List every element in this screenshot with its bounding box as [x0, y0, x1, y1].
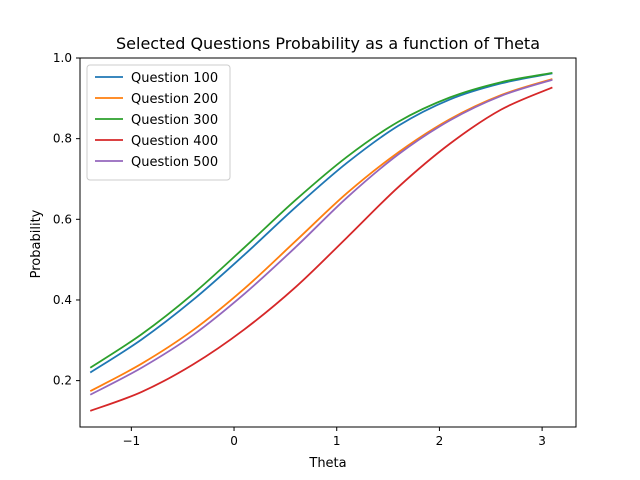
series-line-1	[89, 72, 553, 374]
legend-entry: Question 300	[131, 113, 218, 128]
x-tick-label: 1	[333, 434, 341, 448]
legend-box	[86, 64, 231, 181]
legend-entry: Question 500	[131, 155, 218, 170]
y-tick-label: 0.4	[53, 293, 72, 307]
series-line-5	[89, 78, 553, 396]
series-line-4	[89, 86, 553, 412]
y-tick-label: 0.2	[53, 374, 72, 388]
y-tick-label: 1.0	[53, 51, 72, 65]
chart-title: Selected Questions Probability as a func…	[116, 34, 540, 53]
legend-entry: Question 200	[131, 92, 218, 107]
x-tick-label: 0	[230, 434, 238, 448]
legend-entry: Question 400	[131, 134, 218, 149]
x-tick-label: −1	[122, 434, 140, 448]
x-axis-label: Theta	[308, 456, 346, 471]
plot-area: −1 0 1 2 3 0.2 0.4 0.6 0.8 1.0 Question 100 Questio…	[53, 51, 577, 448]
y-tick-label: 0.6	[53, 212, 72, 226]
legend-entry: Question 100	[131, 71, 218, 86]
axes-frame	[79, 57, 577, 428]
y-axis-label: Probability	[29, 209, 44, 278]
y-tick-label: 0.8	[53, 132, 72, 146]
x-tick-label: 3	[538, 434, 546, 448]
series-line-3	[89, 72, 553, 369]
x-tick-label: 2	[436, 434, 444, 448]
